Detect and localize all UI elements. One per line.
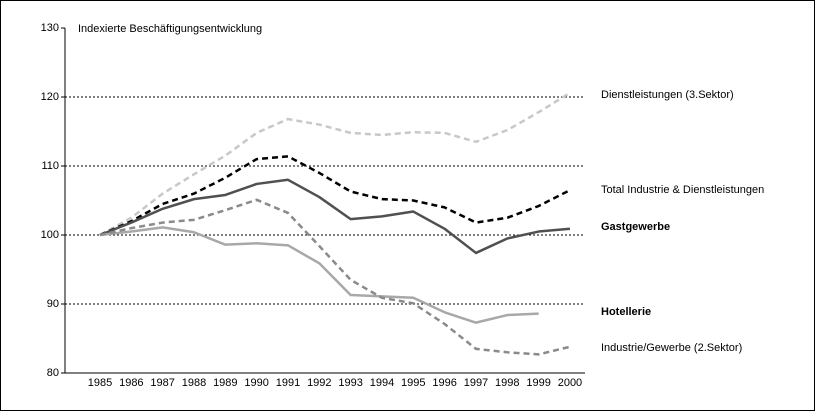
x-tick-label: 1994: [370, 377, 394, 389]
series-line: [99, 198, 571, 356]
y-tick-label: 80: [47, 367, 59, 379]
series-label: Gastgewerbe: [601, 221, 670, 233]
x-tick-label: 1989: [213, 377, 237, 389]
y-tick-label: 90: [47, 298, 59, 310]
series-label: Industrie/Gewerbe (2.Sektor): [601, 342, 742, 354]
series-label: Dienstleistungen (3.Sektor): [601, 89, 734, 101]
x-tick-label: 1991: [276, 377, 300, 389]
x-tick-label: 1987: [150, 377, 174, 389]
x-tick-label: 2000: [558, 377, 582, 389]
x-tick-label: 1996: [432, 377, 456, 389]
series-line: [99, 178, 571, 255]
x-tick-label: 1993: [338, 377, 362, 389]
y-tick-label: 100: [41, 229, 59, 241]
x-tick-label: 1990: [244, 377, 268, 389]
x-tick-label: 1986: [119, 377, 143, 389]
y-tick-label: 120: [41, 91, 59, 103]
x-tick-label: 1999: [526, 377, 550, 389]
series-line: [99, 226, 539, 324]
y-tick-label: 110: [41, 160, 59, 172]
x-tick-label: 1985: [88, 377, 112, 389]
x-tick-label: 1988: [182, 377, 206, 389]
x-tick-label: 1998: [495, 377, 519, 389]
x-tick-label: 1992: [307, 377, 331, 389]
series-line: [99, 91, 571, 237]
series-line: [99, 155, 571, 237]
series-label: Total Industrie & Dienstleistungen: [601, 184, 764, 196]
x-tick-label: 1997: [464, 377, 488, 389]
series-label: Hotellerie: [601, 306, 651, 318]
x-tick-label: 1995: [401, 377, 425, 389]
chart-title: Indexierte Beschäftigungsentwicklung: [78, 23, 262, 35]
y-tick-label: 130: [41, 22, 59, 34]
